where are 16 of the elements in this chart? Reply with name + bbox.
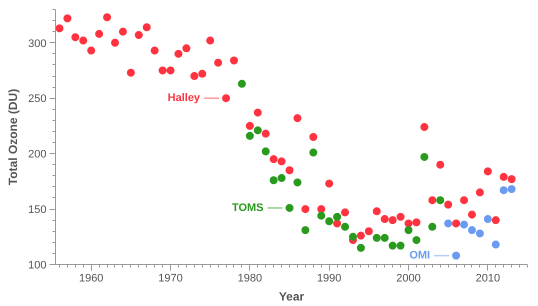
y-tick-label: 200 [28,148,47,161]
x-axis-title: Year [278,290,305,304]
y-tick-label: 100 [28,260,47,272]
y-axis-title: Total Ozone (DU) [6,88,20,186]
x-tick-label: 2000 [396,272,421,284]
x-tick-label: 1990 [316,272,342,284]
x-tick-label: 2010 [476,272,500,284]
annotation: TOMS [232,202,264,214]
y-tick-label: 150 [28,204,47,216]
y-tick-label: 300 [28,38,47,50]
x-tick-label: 1980 [238,272,262,284]
x-tick-label: 1970 [158,272,183,284]
y-tick-label: 250 [28,93,47,106]
annotation: OMI [409,250,430,262]
x-tick-label: 1960 [78,272,104,284]
annotation: Halley [168,92,201,104]
